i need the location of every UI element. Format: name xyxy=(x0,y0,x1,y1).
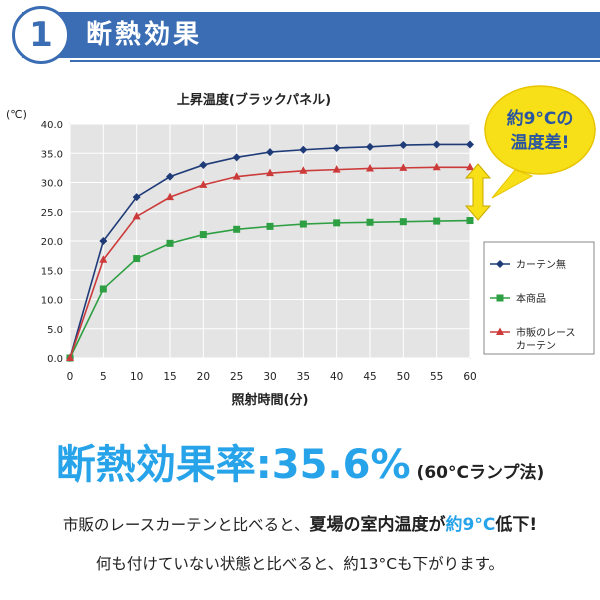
legend-label: カーテン無 xyxy=(516,258,566,271)
y-axis-unit: (℃) xyxy=(6,108,27,121)
step-number: 1 xyxy=(29,15,53,55)
data-point xyxy=(496,294,504,302)
data-point xyxy=(466,162,474,171)
x-tick-label: 50 xyxy=(397,371,410,383)
y-tick-label: 5.0 xyxy=(47,325,63,336)
data-point xyxy=(199,180,208,188)
x-tick-label: 0 xyxy=(67,371,74,383)
y-tick-label: 35.0 xyxy=(41,149,63,160)
data-point xyxy=(233,225,241,233)
temperature-gap-arrow xyxy=(464,163,492,221)
data-point xyxy=(366,142,374,151)
callout-text-line2: 温度差! xyxy=(511,132,570,153)
callout-pointer xyxy=(491,169,534,199)
x-tick-label: 10 xyxy=(130,371,143,383)
x-axis-label: 照射時間(分) xyxy=(232,392,309,408)
data-point xyxy=(166,192,174,201)
x-tick-label: 20 xyxy=(197,371,210,383)
note-lace-emphasis: 夏場の室内温度が xyxy=(309,515,446,535)
data-point xyxy=(333,219,341,227)
chart-title: 上昇温度(ブラックパネル) xyxy=(177,92,331,108)
y-tick-label: 0.0 xyxy=(47,354,63,365)
x-tick-label: 15 xyxy=(163,371,176,383)
callout-bubble xyxy=(484,85,596,175)
note-lace-highlight: 約9°C xyxy=(445,515,496,535)
y-tick-label: 25.0 xyxy=(41,208,63,219)
data-point xyxy=(199,231,207,239)
temperature-line-chart: 0.0 5.0 10.0 15.0 20.0 25.0 30.0 35.0 40.0 0 5 10 15… xyxy=(6,85,596,408)
data-point xyxy=(399,141,408,150)
section-title: 断熱効果 xyxy=(86,20,203,50)
header-rule xyxy=(70,60,600,62)
data-point xyxy=(432,162,441,171)
x-tick-label: 55 xyxy=(430,371,443,383)
data-point xyxy=(266,148,274,157)
data-point xyxy=(66,353,74,361)
x-tick-label: 60 xyxy=(463,371,476,383)
x-tick-label: 35 xyxy=(297,371,310,383)
comparison-note-none: 何も付けていない状態と比べると、約13°Cも下がります。 xyxy=(95,555,505,573)
data-point xyxy=(496,327,504,335)
y-tick-label: 10.0 xyxy=(41,296,63,307)
insulation-rate-method: (60°Cランプ法) xyxy=(416,463,545,483)
insulation-rate-label: 断熱効果率: xyxy=(55,442,272,488)
x-tick-label: 5 xyxy=(100,371,107,383)
data-point xyxy=(166,239,174,247)
note-lace-suffix: 低下! xyxy=(495,515,538,535)
data-point xyxy=(432,140,441,149)
data-point xyxy=(99,285,107,293)
y-tick-label: 15.0 xyxy=(41,266,63,277)
x-tick-label: 45 xyxy=(363,371,376,383)
y-tick-label: 40.0 xyxy=(41,120,63,131)
data-point xyxy=(466,140,474,149)
data-point xyxy=(366,163,374,172)
x-tick-label: 40 xyxy=(330,371,343,383)
data-point xyxy=(133,255,141,263)
legend-label: 市販のレース xyxy=(516,326,576,339)
step-number-badge: 1 xyxy=(12,6,70,64)
x-tick-label: 30 xyxy=(263,371,276,383)
data-point xyxy=(399,218,407,226)
note-lace-prefix: 市販のレースカーテンと比べると、 xyxy=(62,516,310,534)
data-point xyxy=(132,193,141,202)
y-tick-label: 30.0 xyxy=(41,179,63,190)
data-point xyxy=(299,166,308,174)
data-point xyxy=(99,255,108,263)
data-point xyxy=(232,172,241,180)
data-point xyxy=(466,217,474,225)
callout-text-line1: 約9°Cの xyxy=(507,108,574,129)
data-point xyxy=(199,160,208,169)
data-point xyxy=(299,220,307,228)
y-tick-label: 20.0 xyxy=(41,237,63,248)
data-point xyxy=(266,168,274,177)
insulation-rate-value: 35.6% xyxy=(271,442,411,488)
data-point xyxy=(166,172,174,181)
data-point xyxy=(332,165,341,173)
data-point xyxy=(399,163,408,171)
legend-label: 本商品 xyxy=(516,292,546,305)
x-tick-label: 25 xyxy=(230,371,243,383)
header-bar xyxy=(22,12,600,58)
data-point xyxy=(232,153,241,162)
data-point xyxy=(366,218,374,226)
data-point xyxy=(99,237,108,245)
data-point xyxy=(496,260,504,268)
insulation-rate: 断熱効果率:35.6% (60°Cランプ法) xyxy=(0,432,600,490)
data-point xyxy=(299,145,308,154)
legend-label: カーテン xyxy=(516,340,556,352)
data-point xyxy=(332,143,341,152)
data-point xyxy=(132,211,141,220)
data-point xyxy=(266,222,274,230)
section-header: 1 断熱効果 xyxy=(0,0,600,66)
data-point xyxy=(433,217,441,225)
comparison-note-lace: 市販のレースカーテンと比べると、夏場の室内温度が約9°C低下! xyxy=(0,510,600,535)
